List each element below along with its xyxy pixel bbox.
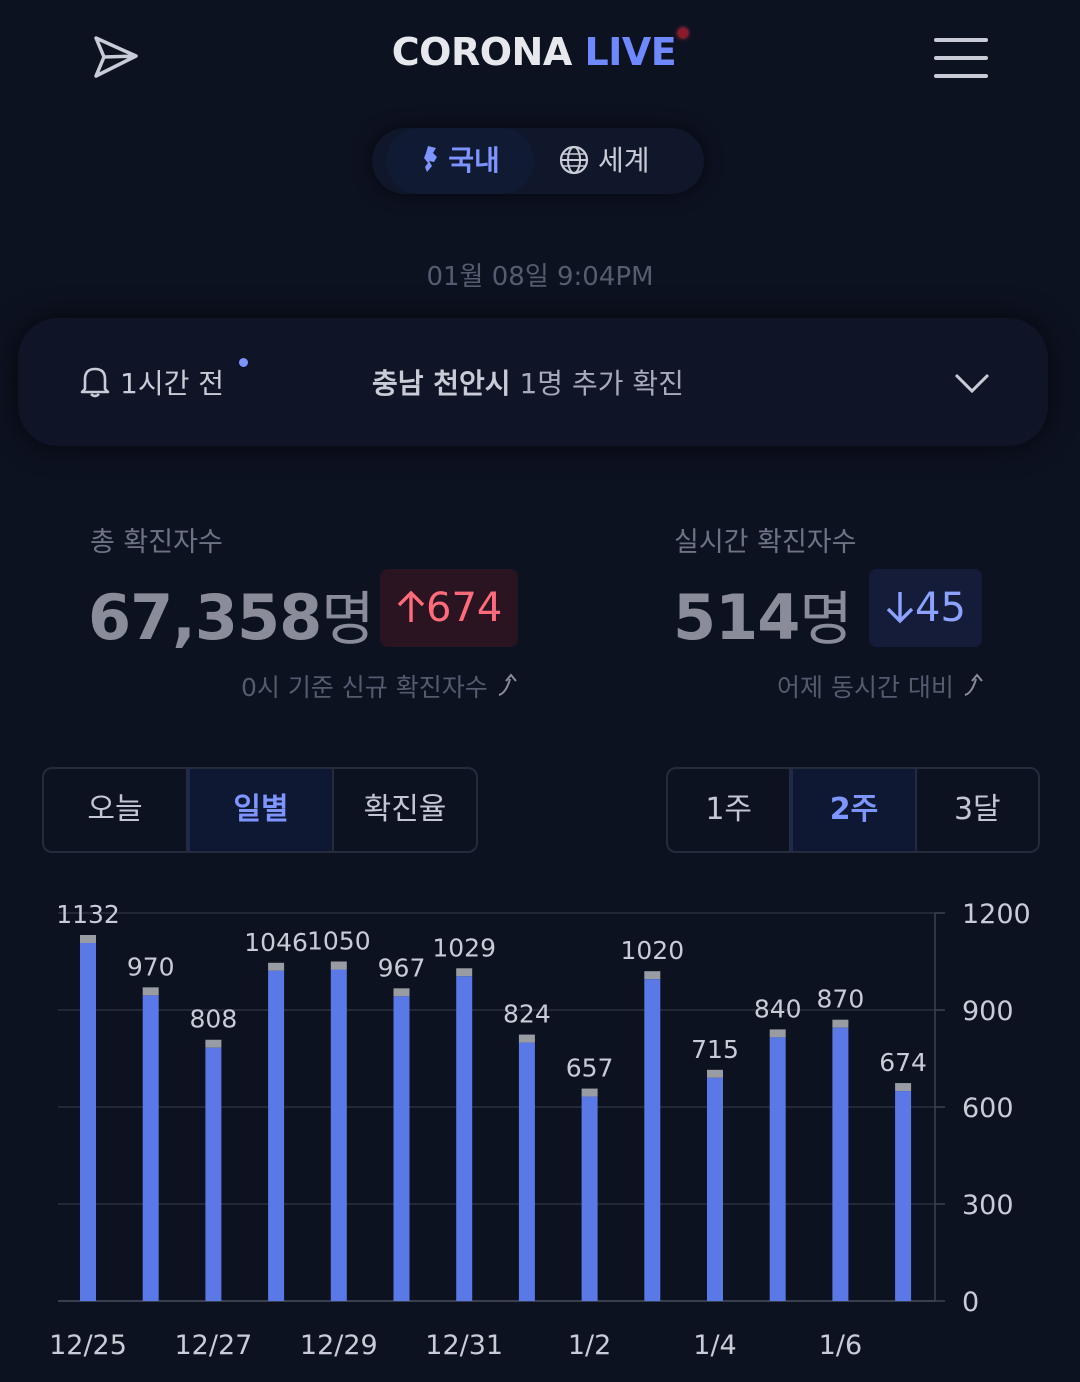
y-tick-label: 600 [962,1093,1014,1124]
bar-cap [142,987,159,996]
chevron-down-icon [954,373,990,394]
live-dot-icon [678,28,689,38]
bar-value-label: 1132 [56,900,120,929]
bar [832,1027,849,1301]
bar-value-label: 1050 [307,927,371,956]
notification-bar[interactable]: 1시간 전 충남 천안시 1명 추가 확진 [18,318,1048,446]
korea-map-icon [424,146,438,172]
bar-value-label: 870 [817,985,865,1014]
bar [393,996,410,1301]
share-button[interactable] [92,34,148,84]
tab-today[interactable]: 오늘 [44,769,188,851]
bar-value-label: 967 [378,953,426,982]
bar-cap [330,961,347,970]
update-time: 01월 08일 9:04PM [426,262,654,292]
notice-location: 충남 천안시 [372,367,511,400]
bar [205,1047,222,1301]
x-tick-label: 12/25 [49,1330,127,1361]
bar-value-label: 674 [879,1048,927,1077]
bar [707,1077,723,1301]
arrow-down-icon [886,592,914,624]
bar-value-label: 1046 [244,928,308,957]
range-tabs: 1주 2주 3달 [666,767,1040,853]
tab-domestic[interactable]: 국내 [386,128,534,194]
curved-arrow-icon [964,673,983,696]
bell-icon [80,367,110,398]
y-tick-label: 900 [962,996,1014,1027]
bar-value-label: 657 [566,1054,614,1083]
total-cases-label: 총 확진자수 [90,527,223,558]
realtime-cases-subtitle[interactable]: 어제 동시간 대비 [777,668,990,704]
app-logo: CORONA LIVE [0,28,1080,74]
y-tick-label: 300 [962,1190,1014,1221]
realtime-cases-label: 실시간 확진자수 [674,527,857,558]
total-cases-subtitle[interactable]: 0시 기준 신규 확진자수 [241,668,524,704]
bar-value-label: 1029 [432,933,496,962]
bar [268,970,285,1301]
x-tick-label: 1/6 [819,1330,862,1361]
bar [80,942,96,1301]
bar [581,1096,598,1301]
menu-button[interactable] [934,38,988,78]
bar-cap [707,1069,723,1078]
send-icon [94,36,138,78]
bar-value-label: 808 [190,1005,238,1034]
tab-world[interactable]: 세계 [558,128,678,194]
bar-value-label: 715 [691,1035,739,1064]
new-indicator-dot [239,358,248,367]
notice-time: 1시간 전 [120,367,224,400]
bar-cap [644,971,661,980]
bar-cap [832,1019,849,1028]
arrow-up-icon [397,590,425,622]
tab-1-week[interactable]: 1주 [668,769,792,851]
notice-message: 충남 천안시 1명 추가 확진 [372,362,684,402]
x-tick-label: 12/29 [300,1330,378,1361]
bar-value-label: 970 [127,952,175,981]
hamburger-icon [934,38,988,42]
total-change-badge: 674 [380,569,519,647]
bar-cap [581,1088,598,1097]
bar-cap [80,934,96,943]
bar-cap [518,1034,535,1043]
bar [644,979,661,1301]
x-tick-label: 1/4 [693,1330,736,1361]
bar-value-label: 824 [503,1000,551,1029]
y-tick-label: 0 [962,1287,979,1318]
realtime-change-badge: 45 [869,569,982,647]
bar-cap [769,1029,786,1038]
bar [895,1091,912,1301]
y-tick-label: 1200 [962,899,1031,930]
bar [330,969,347,1301]
curved-arrow-icon [498,673,517,696]
view-type-tabs: 오늘 일별 확진율 [42,767,478,853]
tab-2-weeks[interactable]: 2주 [791,769,917,851]
bar-value-label: 1020 [620,936,684,965]
notice-text: 1명 추가 확진 [510,367,684,400]
bar [456,976,473,1301]
bar-cap [895,1083,912,1092]
x-tick-label: 12/27 [174,1330,252,1361]
tab-rate[interactable]: 확진율 [363,792,447,827]
x-tick-label: 12/31 [425,1330,503,1361]
tab-daily[interactable]: 일별 [188,769,334,851]
globe-icon [559,145,589,175]
total-cases-value: 67,358명 [88,581,375,654]
tab-3-months[interactable]: 3달 [953,792,1001,827]
bar [518,1042,535,1301]
bar-cap [393,988,410,997]
x-tick-label: 1/2 [568,1330,611,1361]
bar-cap [268,962,285,971]
bar-cap [456,968,473,977]
region-tabs: 국내 세계 [372,128,704,194]
realtime-cases-value: 514명 [673,581,853,654]
bar [769,1037,786,1301]
bar-cap [205,1039,222,1048]
bar-value-label: 840 [754,994,802,1023]
bar [142,995,159,1301]
